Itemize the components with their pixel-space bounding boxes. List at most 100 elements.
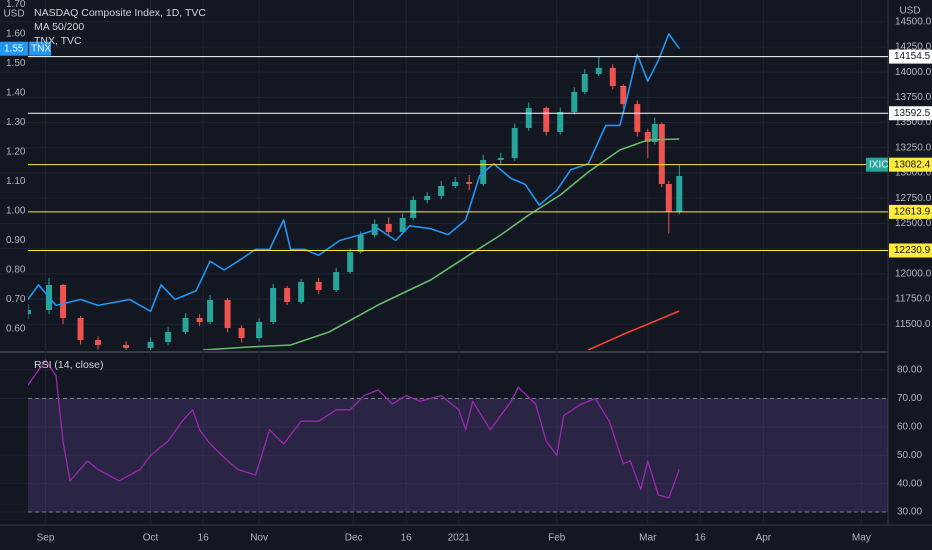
y2-tick-label: 1.30 [6,117,26,128]
level-label-box [889,204,932,219]
x-tick-label: 16 [695,533,707,544]
axis-label-box [0,41,28,56]
y-tick-label: 30.00 [897,507,922,518]
candle-body [207,300,214,322]
line-series [203,138,680,350]
y2-tick-label: 0.70 [6,294,26,305]
y2-tick-label: 1.50 [6,58,26,69]
candle-body [270,288,277,322]
y-tick-label: 14500.0 [895,16,932,27]
y-tick-label: 12500.0 [895,218,932,229]
level-label-box [889,49,932,64]
y2-tick-label: 1.40 [6,88,26,99]
y2-tick-label: 0.60 [6,324,26,335]
rsi-pane [28,359,888,513]
candle-body [665,183,672,212]
y2-tick-label: 1.10 [6,176,26,187]
candle-body [651,123,658,142]
candle-body [147,341,154,348]
x-tick-label: 16 [401,533,413,544]
x-tick-label: 2021 [448,533,471,544]
price-pane [28,33,888,350]
x-tick-label: Nov [250,533,268,544]
candle-body [676,176,683,212]
level-label-box [889,243,932,258]
axis-label: 1.55 [4,43,24,54]
y-tick-label: 12000.0 [895,268,932,279]
y2-tick-label: 1.70 [6,0,26,10]
candle-body [644,131,651,142]
candle-body [543,107,550,132]
legend-item: MA 50/200 [34,21,84,33]
candle-body [347,252,354,272]
x-tick-label: 16 [198,533,210,544]
grid [0,0,888,525]
candle-body [497,157,504,160]
line-series [28,359,680,499]
y-tick-label: 14250.0 [895,42,932,53]
level-label-box [889,157,932,172]
level-label: 13082.4 [894,159,931,170]
candle-body [609,67,616,86]
y-tick-label: 12750.0 [895,193,932,204]
y-tick-label: 60.00 [897,421,922,432]
candle-body [182,317,189,332]
candle-body [557,111,564,132]
chart-title: NASDAQ Composite Index, 1D, TVC [34,7,206,19]
y-tick-label: 11750.0 [895,294,931,305]
candle-body [196,317,203,322]
candle-body [452,181,459,186]
candle-body [77,317,84,341]
y-tick-label: 13000.0 [895,168,932,179]
series-tag: TNX [31,43,51,54]
rsi-title: RSI (14, close) [34,359,103,371]
candle-body [385,223,392,232]
y2-tick-label: 1.60 [6,29,26,40]
currency-left: USD [3,9,24,20]
candle-body [238,328,245,339]
candle-body [165,331,172,342]
candle-body [357,234,364,253]
candle-body [511,128,518,158]
candle-body [658,123,665,184]
candle-body [410,200,417,218]
level-label: 14154.5 [894,51,931,62]
y-tick-label: 13250.0 [895,142,932,153]
y-tick-label: 70.00 [897,393,922,404]
y2-tick-label: 1.20 [6,147,26,158]
candle-body [315,281,322,291]
candle-body [60,284,67,318]
candle-body [525,107,532,129]
rsi-band [28,398,888,513]
y-tick-label: 14000.0 [895,67,932,78]
candle-body [595,67,602,74]
y2-tick-label: 0.80 [6,265,26,276]
candle-body [298,281,305,303]
y-tick-label: 40.00 [897,478,922,489]
line-series [587,310,680,350]
level-label: 12613.9 [894,207,931,218]
y-tick-label: 11500.0 [895,319,931,330]
series-tag-box [29,41,51,56]
x-tick-label: Apr [756,533,772,544]
candle-body [256,321,263,339]
x-tick-label: Dec [345,533,363,544]
x-tick-label: Mar [639,533,657,544]
y2-tick-label: 0.90 [6,235,26,246]
x-tick-label: Feb [548,533,566,544]
candle-body [581,73,588,92]
candle-body [634,104,641,132]
candle-body [620,85,627,105]
x-tick-label: Oct [143,533,159,544]
y-tick-label: 80.00 [897,365,922,376]
candle-body [284,288,291,303]
currency: USD [899,6,920,17]
candle-body [424,195,431,200]
candle-body [571,91,578,112]
candle-body [466,181,473,184]
level-tag: IXIC [869,159,888,170]
level-label-box [889,106,932,121]
